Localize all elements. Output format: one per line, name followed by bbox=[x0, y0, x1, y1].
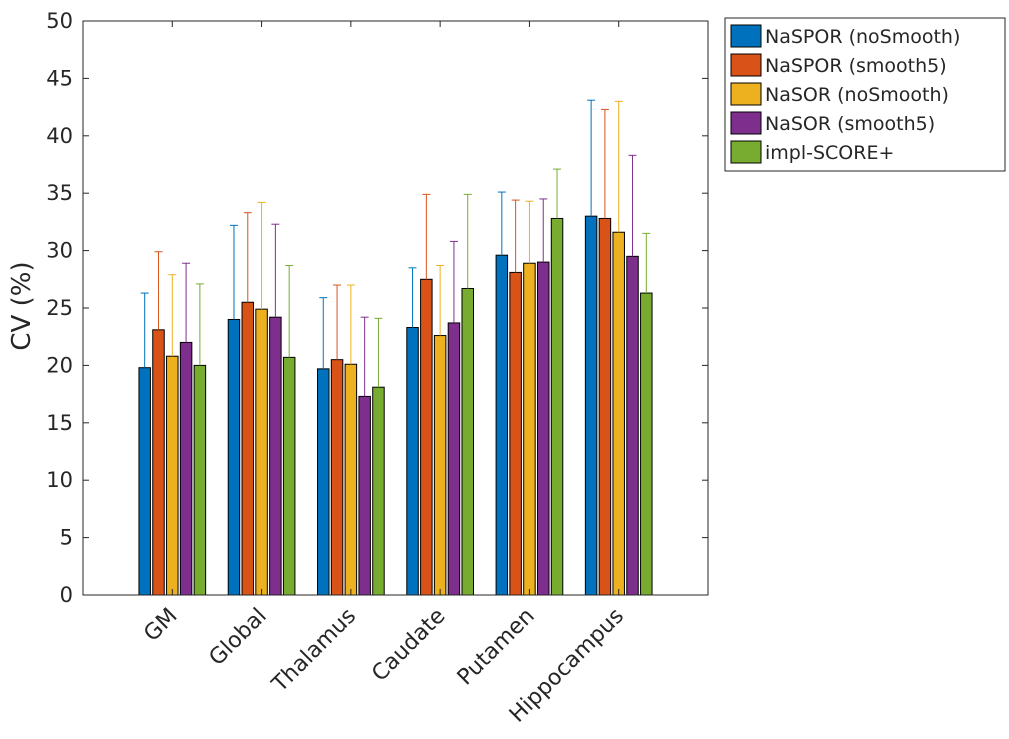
bar bbox=[433, 335, 447, 596]
x-category-label: Putamen bbox=[453, 604, 540, 691]
bar bbox=[227, 318, 241, 596]
bar bbox=[193, 364, 207, 596]
series-3 bbox=[179, 154, 639, 596]
legend-label: impl-SCORE+ bbox=[765, 142, 894, 164]
legend-label: NaSOR (smooth5) bbox=[765, 113, 935, 135]
bar bbox=[509, 271, 522, 596]
legend-swatch bbox=[730, 24, 762, 48]
plot-area bbox=[83, 21, 708, 596]
y-tick-label: 35 bbox=[46, 181, 73, 205]
x-category-label: Global bbox=[205, 604, 272, 671]
series-4 bbox=[193, 168, 653, 596]
bar bbox=[330, 359, 344, 596]
bar bbox=[550, 217, 564, 596]
bar bbox=[344, 363, 358, 596]
y-tick-label: 20 bbox=[46, 353, 73, 377]
bar bbox=[317, 368, 330, 596]
bar bbox=[406, 327, 419, 596]
x-category-label: Thalamus bbox=[267, 604, 361, 698]
bar bbox=[241, 301, 255, 596]
legend-label: NaSOR (noSmooth) bbox=[765, 84, 949, 106]
legend-swatch bbox=[730, 82, 762, 106]
y-tick-label: 0 bbox=[60, 583, 73, 607]
legend-swatch bbox=[730, 111, 762, 135]
bar bbox=[372, 386, 385, 596]
legend-label: NaSPOR (noSmooth) bbox=[765, 26, 960, 48]
legend-swatch bbox=[730, 53, 762, 77]
bar bbox=[523, 262, 536, 596]
y-tick-label: 40 bbox=[46, 124, 73, 148]
bar bbox=[536, 261, 550, 596]
bar bbox=[420, 278, 433, 596]
x-category-label: Caudate bbox=[367, 604, 450, 687]
bar bbox=[179, 341, 193, 596]
y-tick-label: 5 bbox=[60, 526, 73, 550]
legend-swatch bbox=[730, 140, 762, 164]
y-tick-label: 30 bbox=[46, 239, 73, 263]
legend: NaSPOR (noSmooth) NaSPOR (smooth5) NaSOR (… bbox=[724, 17, 1006, 172]
bar bbox=[612, 231, 625, 596]
bar bbox=[152, 329, 165, 596]
y-tick-label: 25 bbox=[46, 296, 73, 320]
bar bbox=[495, 254, 509, 596]
bar bbox=[626, 255, 639, 596]
y-tick-label: 45 bbox=[46, 66, 73, 90]
bar bbox=[282, 356, 296, 596]
bar bbox=[598, 217, 612, 596]
y-tick-label: 10 bbox=[46, 468, 73, 492]
bar bbox=[447, 322, 461, 596]
bar bbox=[255, 308, 268, 596]
bar bbox=[584, 215, 598, 596]
bar bbox=[358, 395, 371, 596]
y-tick-label: 15 bbox=[46, 411, 73, 435]
bar bbox=[166, 355, 179, 596]
legend-box bbox=[724, 17, 1006, 172]
x-category-label: GM bbox=[139, 604, 182, 647]
y-axis-label: CV (%) bbox=[7, 261, 37, 350]
y-tick-label: 50 bbox=[46, 9, 73, 33]
bar bbox=[269, 316, 282, 596]
bar bbox=[138, 367, 151, 596]
bar bbox=[461, 287, 474, 596]
legend-label: NaSPOR (smooth5) bbox=[765, 55, 947, 77]
bar bbox=[640, 292, 653, 596]
